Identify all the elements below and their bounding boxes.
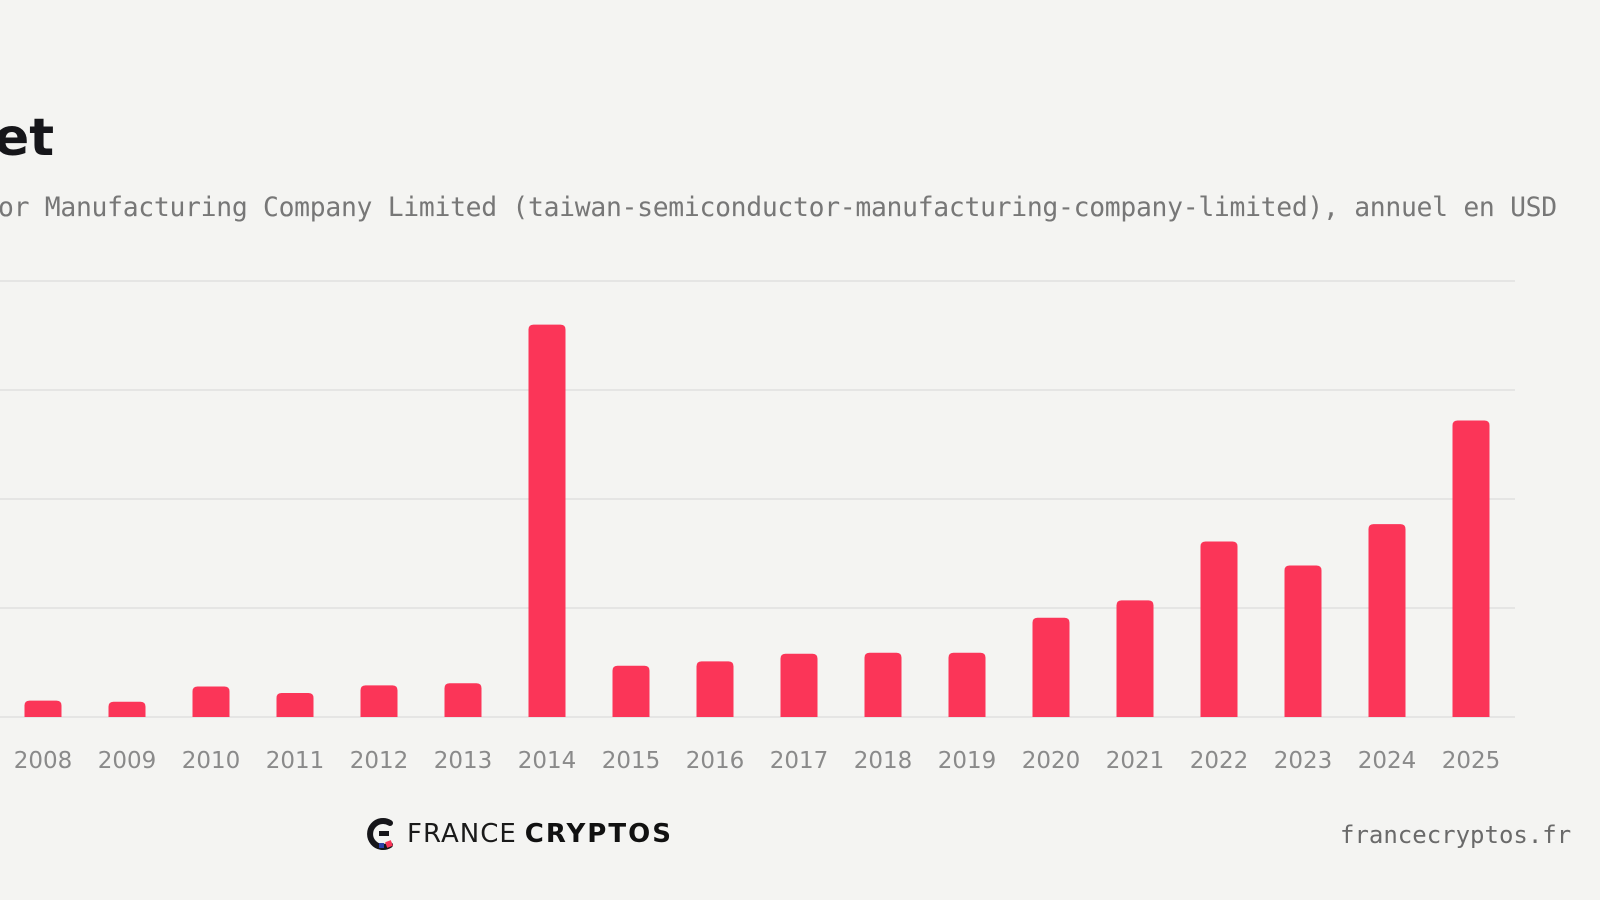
x-tick-label-2016: 2016 [686,748,745,774]
logo-text-cryptos: CRYPTOS [524,819,673,849]
chart-title: et [0,108,55,168]
france-cryptos-logo[interactable]: FRANCE CRYPTOS [365,816,673,852]
bars [24,324,1490,717]
footer-url[interactable]: francecryptos.fr [1340,821,1572,849]
x-tick-label-2023: 2023 [1274,748,1333,774]
x-tick-label-2020: 2020 [1022,748,1081,774]
x-tick-label-2014: 2014 [518,748,577,774]
bar-2024[interactable] [1368,524,1406,717]
x-tick-label-2015: 2015 [602,748,661,774]
chart-subtitle: or Manufacturing Company Limited (taiwan… [0,192,1557,223]
x-tick-label-2017: 2017 [770,748,829,774]
bar-2021[interactable] [1116,600,1154,717]
x-tick-label-2012: 2012 [350,748,409,774]
bar-2011[interactable] [276,693,314,717]
bar-2018[interactable] [864,652,902,717]
x-tick-labels: 2008 2009 2010 2011 2012 2013 2014 2015 2016 2017… [14,748,1501,774]
logo-text-france: FRANCE [407,819,517,849]
bar-2025[interactable] [1452,420,1490,717]
bar-2023[interactable] [1284,565,1322,717]
bar-2015[interactable] [612,665,650,717]
bar-2009[interactable] [108,701,146,717]
x-tick-label-2021: 2021 [1106,748,1165,774]
x-tick-label-2025: 2025 [1442,748,1501,774]
bar-2016[interactable] [696,661,734,717]
bar-2010[interactable] [192,686,230,717]
x-tick-label-2009: 2009 [98,748,157,774]
bar-2012[interactable] [360,685,398,717]
france-cryptos-logo-icon [367,818,393,850]
x-tick-label-2011: 2011 [266,748,325,774]
x-tick-label-2008: 2008 [14,748,73,774]
x-tick-label-2019: 2019 [938,748,997,774]
bar-2020[interactable] [1032,617,1070,717]
x-tick-label-2010: 2010 [182,748,241,774]
bar-2013[interactable] [444,683,482,717]
bar-2022[interactable] [1200,541,1238,717]
bar-2008[interactable] [24,700,62,717]
x-tick-label-2018: 2018 [854,748,913,774]
grid-lines [0,280,1515,718]
x-tick-label-2013: 2013 [434,748,493,774]
bar-2019[interactable] [948,652,986,717]
x-tick-label-2024: 2024 [1358,748,1417,774]
x-tick-label-2022: 2022 [1190,748,1249,774]
bar-2014[interactable] [528,324,566,717]
bar-2017[interactable] [780,653,818,717]
